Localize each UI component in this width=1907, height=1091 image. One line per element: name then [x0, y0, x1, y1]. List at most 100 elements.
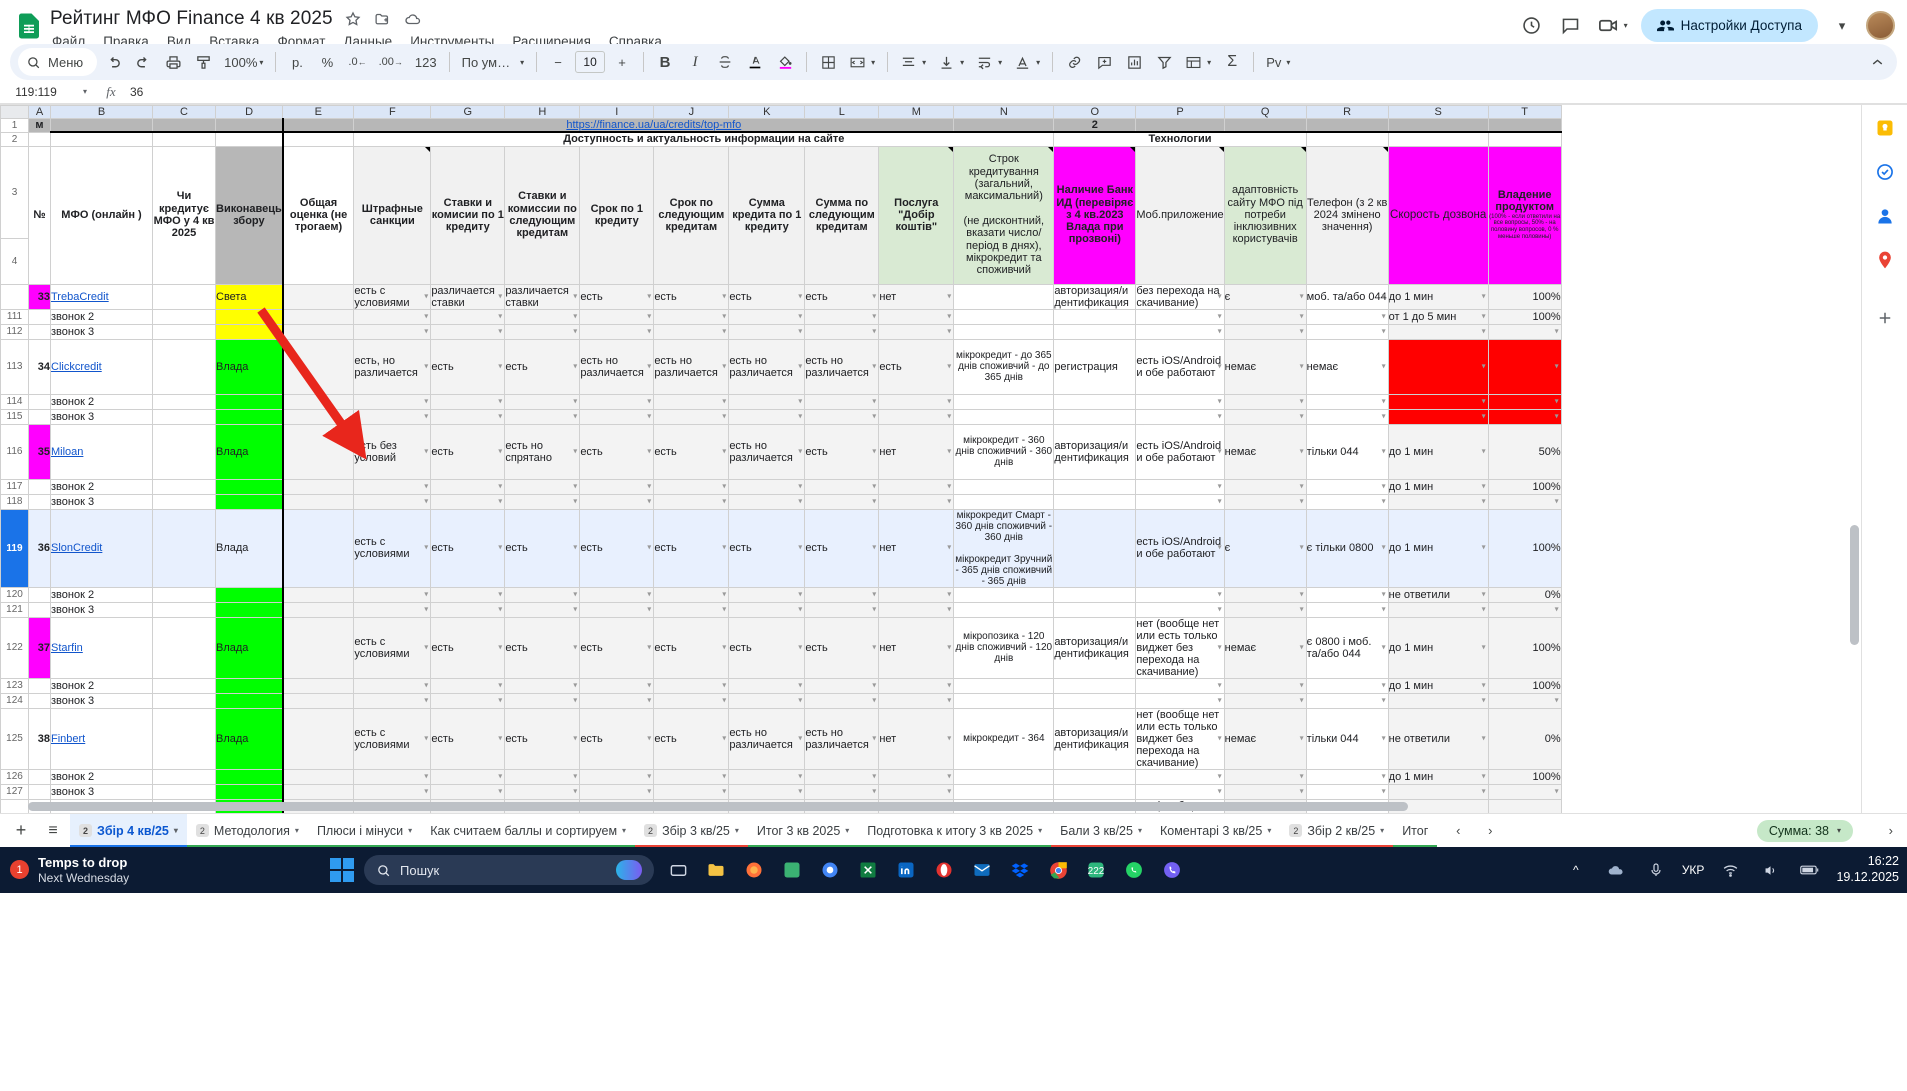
cell-credits-q4[interactable]: [152, 423, 216, 480]
cell-product-knowledge[interactable]: 100%: [1487, 478, 1562, 495]
cell-accessibility[interactable]: немає: [1223, 707, 1307, 770]
name-box-caret-icon[interactable]: ▾: [82, 87, 87, 96]
cell-g[interactable]: [430, 677, 506, 694]
copilot-icon[interactable]: [616, 860, 642, 880]
cell-mobile-app[interactable]: есть iOS/Android и обе работают: [1135, 338, 1225, 395]
taskbar-notification[interactable]: 1 Temps to drop Next Wednesday: [0, 855, 330, 885]
undo-icon[interactable]: [99, 48, 127, 76]
cell-phone[interactable]: [1305, 601, 1389, 618]
cell-num[interactable]: 36: [28, 508, 51, 588]
chevron-down-icon[interactable]: ▾: [1380, 826, 1385, 835]
cell-accessibility[interactable]: [1223, 308, 1307, 325]
cell-R1[interactable]: [1305, 118, 1389, 133]
header-col-I[interactable]: Срок по 1 кредиту: [579, 145, 655, 285]
cell-j[interactable]: [653, 692, 730, 709]
cell-f[interactable]: [353, 783, 432, 800]
cell-k[interactable]: [728, 478, 806, 495]
zoom-level[interactable]: 100% ▾: [224, 54, 264, 70]
paint-format-icon[interactable]: [189, 48, 217, 76]
cell-num[interactable]: [28, 692, 51, 709]
opera-icon[interactable]: [930, 856, 958, 884]
cell-bankid[interactable]: [1053, 393, 1137, 410]
cell-h[interactable]: есть: [504, 508, 581, 588]
row-header-128[interactable]: 128: [0, 798, 29, 813]
cell-m[interactable]: [878, 677, 955, 694]
vertical-scroll-thumb[interactable]: [1850, 525, 1859, 645]
cell-k[interactable]: [728, 586, 806, 603]
cell-phone[interactable]: [1305, 677, 1389, 694]
column-header-H[interactable]: H: [504, 105, 581, 119]
cell-product-knowledge[interactable]: 100%: [1487, 768, 1562, 785]
cell-credits-q4[interactable]: [152, 692, 216, 709]
cell-f[interactable]: [353, 478, 432, 495]
page-title[interactable]: Рейтинг МФО Finance 4 кв 2025: [50, 8, 333, 29]
cell-k[interactable]: есть но различается: [728, 707, 806, 770]
cell-m[interactable]: нет: [878, 707, 955, 770]
cell-h[interactable]: [504, 393, 581, 410]
cell-A1[interactable]: м: [28, 118, 51, 133]
cell-f[interactable]: [353, 601, 432, 618]
cell-i[interactable]: [579, 323, 655, 340]
cell-m[interactable]: [878, 408, 955, 425]
cell-C2[interactable]: [152, 131, 216, 147]
cell-h[interactable]: есть но спрятано: [504, 423, 581, 480]
cell-phone[interactable]: є 0800 і моб. та/або 044: [1305, 616, 1389, 679]
cell-phone[interactable]: тільки 044: [1305, 423, 1389, 480]
add-sheet-button[interactable]: +: [15, 820, 27, 840]
row-header-120[interactable]: 120: [0, 586, 29, 603]
cell-k[interactable]: есть но различается: [728, 423, 806, 480]
cell-mobile-app[interactable]: [1135, 393, 1225, 410]
cell-mobile-app[interactable]: [1135, 323, 1225, 340]
cell-total-score[interactable]: [282, 283, 355, 310]
cell-collector[interactable]: [214, 677, 284, 694]
cell-call-speed[interactable]: [1387, 393, 1489, 410]
cell-l[interactable]: [804, 478, 880, 495]
cell-i[interactable]: [579, 493, 655, 510]
column-header-T[interactable]: T: [1487, 105, 1562, 119]
cell-f[interactable]: [353, 308, 432, 325]
prev-sheet-button[interactable]: ‹: [1456, 823, 1461, 838]
cell-num[interactable]: [28, 408, 51, 425]
cell-g[interactable]: [430, 692, 506, 709]
row-header-121[interactable]: 121: [0, 601, 29, 618]
cell-k[interactable]: [728, 601, 806, 618]
cell-collector[interactable]: Влада: [214, 616, 284, 679]
header-col-A[interactable]: №: [28, 145, 51, 285]
increase-font-size-button[interactable]: +: [618, 54, 626, 70]
cell-collector[interactable]: [214, 692, 284, 709]
header-col-B[interactable]: МФО (онлайн ): [50, 145, 153, 285]
column-header-K[interactable]: K: [728, 105, 806, 119]
row-header-112[interactable]: 112: [0, 323, 29, 340]
column-header-C[interactable]: C: [152, 105, 216, 119]
header-col-D[interactable]: Виконавець збору: [214, 145, 284, 285]
next-sheet-button[interactable]: ›: [1488, 823, 1493, 838]
currency-icon[interactable]: р.: [291, 54, 303, 70]
store-icon[interactable]: [778, 856, 806, 884]
cell-product-knowledge[interactable]: 50%: [1487, 423, 1562, 480]
cell-total-score[interactable]: [282, 493, 355, 510]
cell-j[interactable]: [653, 323, 730, 340]
cell-total-score[interactable]: [282, 508, 355, 588]
cell-N1[interactable]: [953, 118, 1055, 133]
cell-total-score[interactable]: [282, 423, 355, 480]
cell-phone[interactable]: [1305, 393, 1389, 410]
cell-m[interactable]: [878, 692, 955, 709]
cell-i[interactable]: [579, 308, 655, 325]
cell-g[interactable]: [430, 601, 506, 618]
cell-T1[interactable]: [1487, 118, 1562, 133]
avatar[interactable]: [1866, 11, 1895, 40]
merge-cells-icon[interactable]: ▾: [844, 48, 880, 76]
cell-i[interactable]: есть: [579, 616, 655, 679]
column-header-D[interactable]: D: [214, 105, 284, 119]
cell-l[interactable]: есть но различается: [804, 707, 880, 770]
cell-g[interactable]: [430, 393, 506, 410]
cell-call-speed[interactable]: до 1 мин: [1387, 508, 1489, 588]
column-header-J[interactable]: J: [653, 105, 730, 119]
cell-mfo-name[interactable]: звонок 3: [50, 493, 153, 510]
cell-mobile-app[interactable]: [1135, 493, 1225, 510]
cell-accessibility[interactable]: [1223, 586, 1307, 603]
sheet-tab-4[interactable]: 2 Збір 3 кв/25 ▾: [635, 814, 748, 848]
onedrive-icon[interactable]: [1602, 856, 1630, 884]
